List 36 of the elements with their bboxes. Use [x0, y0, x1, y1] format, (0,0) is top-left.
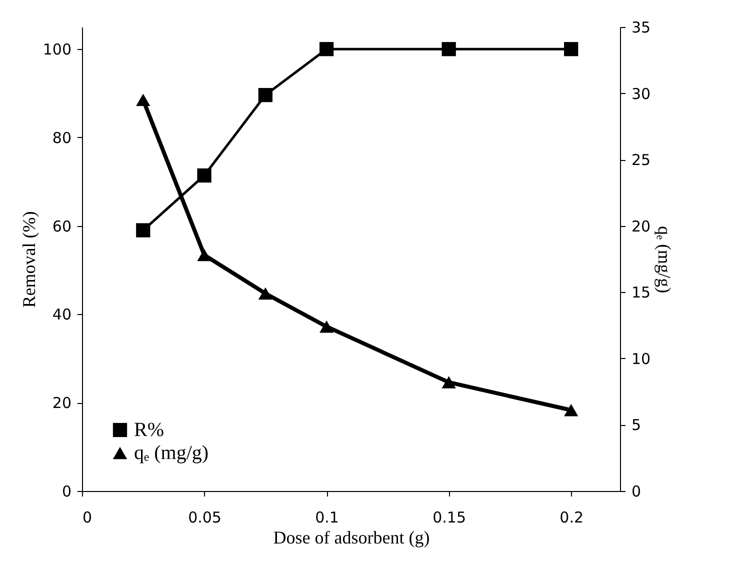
- y-axis-title: Removal (%): [18, 211, 39, 308]
- y-tick-label: 80: [52, 128, 72, 147]
- point: [136, 94, 150, 106]
- x-tick-label: 0.2: [560, 508, 584, 526]
- point: [258, 287, 272, 300]
- y-tick-label: 0: [62, 482, 72, 500]
- x-tick-label: 0.15: [432, 508, 466, 526]
- point: [197, 168, 212, 183]
- x-tick-label: 0.1: [315, 508, 339, 526]
- y2-tick-label: 20: [632, 217, 651, 236]
- point: [442, 376, 456, 388]
- x-axis-title: Dose of adsorbent (g): [273, 528, 430, 548]
- y2-tick-label: 0: [632, 482, 642, 500]
- point: [136, 223, 150, 238]
- legend-label: qₑ (mg/g): [134, 442, 209, 464]
- point: [564, 404, 578, 416]
- y2-tick-label: 10: [632, 350, 651, 368]
- y-tick-label: 40: [52, 306, 72, 324]
- y-tick-label: 60: [52, 217, 72, 236]
- x-tick-label: 0.05: [188, 508, 222, 526]
- y2-axis-title: qₑ (mg/g): [654, 226, 675, 294]
- y2-tick-label: 5: [632, 416, 642, 434]
- point: [564, 42, 578, 56]
- point: [197, 248, 212, 262]
- point: [319, 320, 334, 333]
- y2-tick-label: 15: [632, 284, 651, 302]
- y2-tick-label: 25: [632, 151, 651, 170]
- point: [319, 42, 334, 56]
- x-tick-label: 0: [82, 508, 92, 526]
- y2-tick-label: 30: [632, 84, 651, 103]
- y2-tick-label: 35: [632, 18, 651, 36]
- point: [442, 42, 456, 56]
- y-tick-label: 100: [42, 40, 72, 59]
- legend-label: R%: [134, 419, 164, 441]
- point: [258, 88, 272, 102]
- y-tick-label: 20: [52, 394, 72, 412]
